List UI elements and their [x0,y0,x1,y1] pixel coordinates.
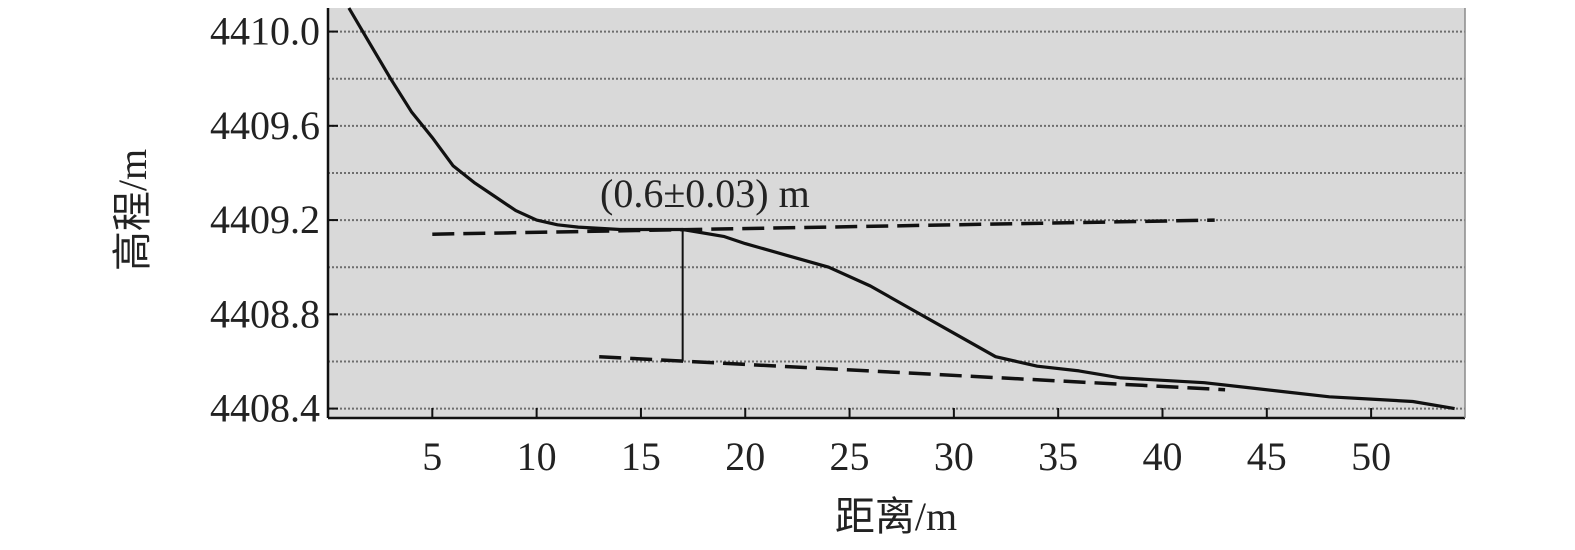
x-tick-label: 5 [422,434,442,479]
x-tick-label: 35 [1038,434,1078,479]
plot-area [328,8,1465,418]
x-tick-label: 10 [517,434,557,479]
reference-line-1 [432,218,1215,236]
y-tick-label: 4408.4 [210,386,320,431]
plot-background [328,8,1465,418]
y-tick-label: 4410.0 [210,9,320,54]
y-tick-label: 4409.6 [210,103,320,148]
reference-line-2 [599,354,1226,392]
y-axis-label: 高程/m [110,149,155,271]
x-tick-label: 45 [1247,434,1287,479]
x-tick-label: 40 [1142,434,1182,479]
x-tick-label: 50 [1351,434,1391,479]
profile-line [347,7,1455,411]
x-tick-label: 20 [725,434,765,479]
x-axis-label: 距离/m [835,494,957,539]
x-tick-label: 25 [830,434,870,479]
gridlines [328,30,1465,410]
y-tick-label: 4408.8 [210,291,320,336]
annotation-label: (0.6±0.03) m [600,171,810,216]
x-tick-label: 30 [934,434,974,479]
annotation-group: (0.6±0.03) m [600,171,810,362]
y-tick-label: 4409.2 [210,197,320,242]
axes: 4408.4 4408.8 4409.2 4409.6 4410.0 5 10 15 20 25 3… [210,8,1466,479]
series-group [347,7,1455,411]
x-tick-label: 15 [621,434,661,479]
